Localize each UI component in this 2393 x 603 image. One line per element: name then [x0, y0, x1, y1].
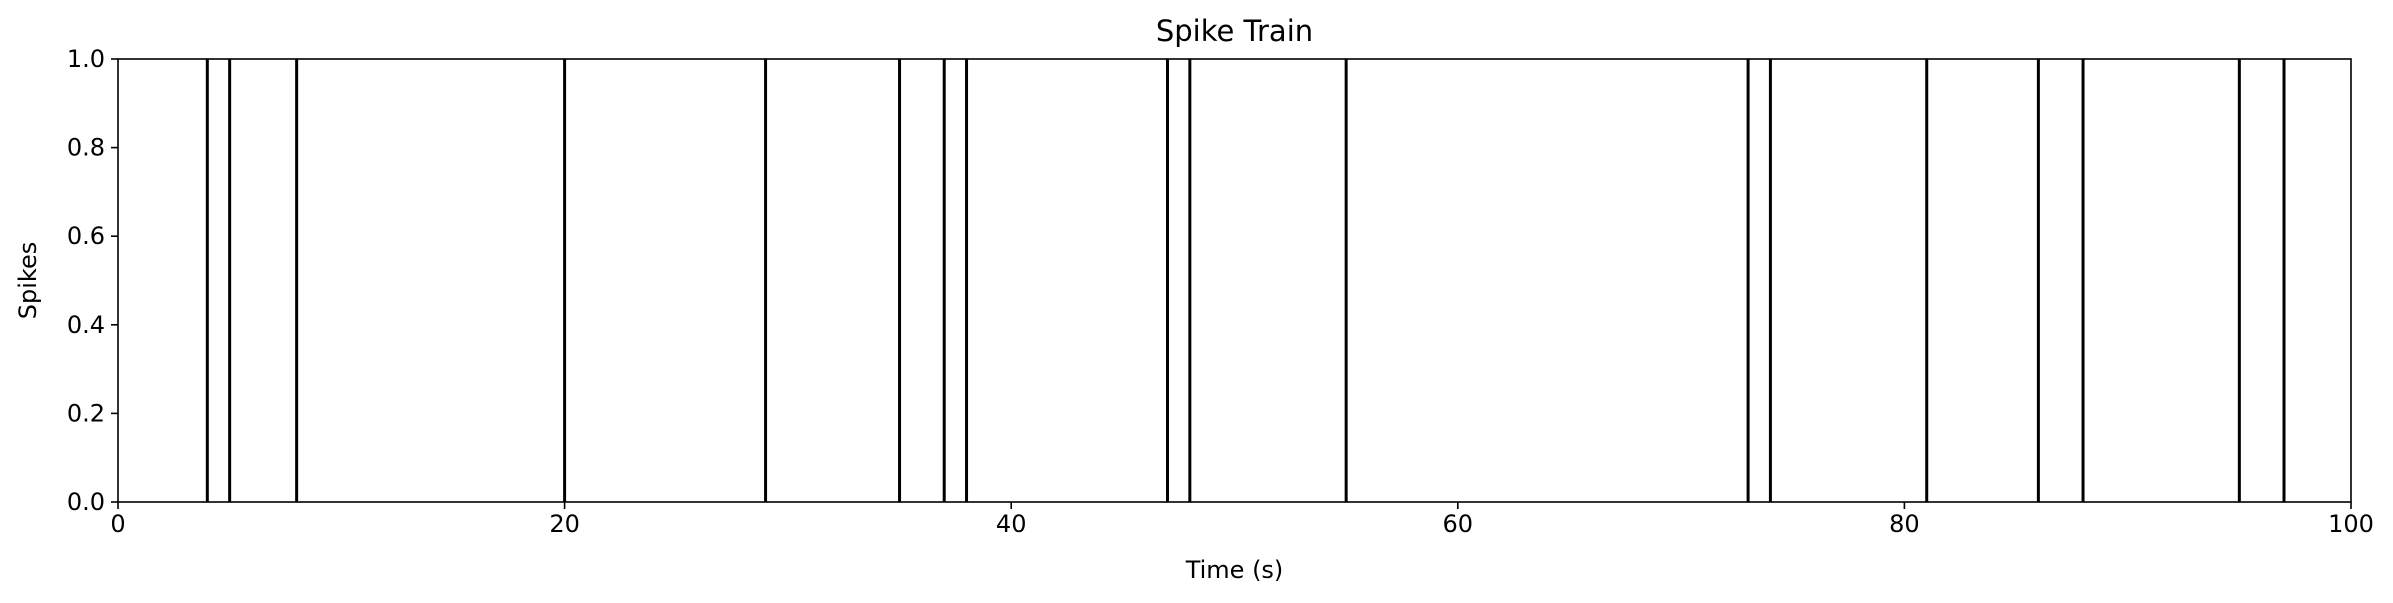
- x-axis: 0 20 40 60 80 100: [110, 502, 2374, 538]
- y-tick-label: 0.8: [67, 134, 105, 162]
- x-tick-label: 0: [110, 510, 125, 538]
- y-tick-label: 0.6: [67, 222, 105, 250]
- plot-background: [118, 59, 2351, 502]
- plot-frame: [117, 58, 2352, 503]
- x-tick-label: 60: [1443, 510, 1474, 538]
- spike-events: [205, 59, 2286, 502]
- x-tick-label: 100: [2328, 510, 2374, 538]
- x-tick-label: 20: [549, 510, 580, 538]
- y-tick-label: 0.0: [67, 488, 105, 516]
- y-axis-label: Spikes: [14, 242, 42, 319]
- x-tick-label: 40: [996, 510, 1027, 538]
- y-tick-label: 0.4: [67, 311, 105, 339]
- x-tick-label: 80: [1889, 510, 1920, 538]
- y-axis: 0.0 0.2 0.4 0.6 0.8 1.0: [67, 45, 118, 516]
- chart-title: Spike Train: [1156, 14, 1313, 48]
- x-axis-label: Time (s): [1185, 556, 1284, 584]
- y-tick-label: 0.2: [67, 399, 105, 427]
- y-tick-label: 1.0: [67, 45, 105, 73]
- plot-area: [117, 58, 2352, 503]
